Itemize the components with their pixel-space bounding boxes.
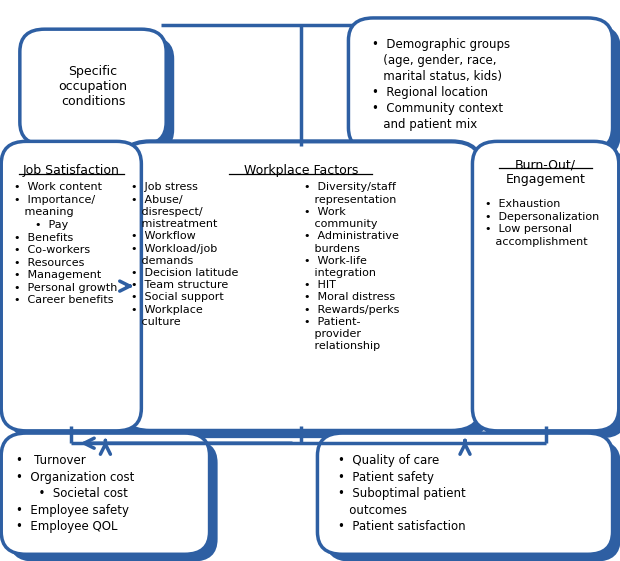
FancyBboxPatch shape (1, 141, 141, 431)
FancyBboxPatch shape (480, 149, 620, 438)
Text: Specific
occupation
conditions: Specific occupation conditions (58, 66, 128, 108)
FancyBboxPatch shape (20, 29, 166, 145)
FancyBboxPatch shape (326, 440, 620, 561)
Text: •  Work content
•  Importance/
   meaning
      •  Pay
•  Benefits
•  Co-workers: • Work content • Importance/ meaning • P… (14, 182, 117, 305)
FancyBboxPatch shape (119, 141, 482, 431)
FancyBboxPatch shape (28, 36, 174, 152)
FancyBboxPatch shape (348, 18, 613, 150)
Text: •  Exhaustion
•  Depersonalization
•  Low personal
   accomplishment: • Exhaustion • Depersonalization • Low p… (485, 199, 599, 247)
Text: •   Turnover
•  Organization cost
      •  Societal cost
•  Employee safety
•  E: • Turnover • Organization cost • Societa… (16, 454, 134, 533)
FancyBboxPatch shape (356, 25, 620, 158)
FancyBboxPatch shape (127, 149, 490, 438)
Text: •  Demographic groups
   (age, gender, race,
   marital status, kids)
•  Regiona: • Demographic groups (age, gender, race,… (372, 38, 510, 131)
FancyBboxPatch shape (1, 433, 210, 554)
Text: •  Quality of care
•  Patient safety
•  Suboptimal patient
   outcomes
•  Patien: • Quality of care • Patient safety • Sub… (338, 454, 466, 533)
Text: Job Satisfaction: Job Satisfaction (23, 164, 120, 177)
Text: •  Diversity/staff
   representation
•  Work
   community
•  Administrative
   b: • Diversity/staff representation • Work … (304, 182, 399, 351)
Text: •  Job stress
•  Abuse/
   disrespect/
   mistreatment
•  Workflow
•  Workload/j: • Job stress • Abuse/ disrespect/ mistre… (131, 182, 239, 327)
FancyBboxPatch shape (317, 433, 613, 554)
Text: Workplace Factors: Workplace Factors (244, 164, 358, 177)
Text: Burn-Out/
Engagement: Burn-Out/ Engagement (506, 158, 585, 186)
FancyBboxPatch shape (9, 149, 149, 438)
FancyBboxPatch shape (472, 141, 619, 431)
FancyBboxPatch shape (9, 440, 218, 561)
